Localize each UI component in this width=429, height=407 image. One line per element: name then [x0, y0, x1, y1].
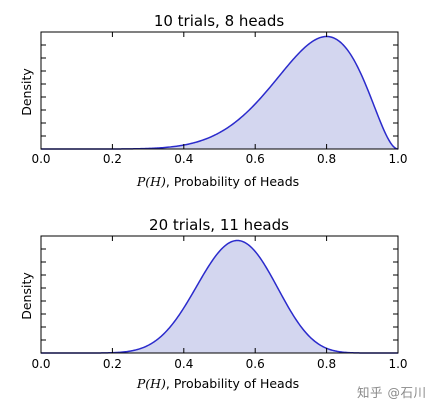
chart-title: 20 trials, 11 heads: [149, 216, 289, 234]
x-tick-labels: 0.0 0.2 0.4 0.6 0.8 1.0: [31, 357, 407, 371]
x-tick-label: 0.6: [246, 152, 265, 166]
x-tick-label: 0.4: [174, 357, 193, 371]
density-fill-area: [41, 36, 398, 149]
x-axis-label-text: , Probability of Heads: [166, 376, 299, 391]
plot-frame: [40, 235, 399, 354]
x-tick-label: 0.2: [103, 152, 122, 166]
plot-frame: [40, 31, 399, 150]
x-axis-label-math: P(H): [136, 174, 166, 189]
watermark: 知乎 @石川: [357, 385, 427, 400]
x-tick-label: 0.4: [174, 152, 193, 166]
top-chart: 10 trials, 8 heads 0.0 0.2 0.4 0.6 0.8 1.0 P(…: [19, 12, 408, 189]
x-tick-label: 0.2: [103, 357, 122, 371]
x-axis-label: P(H), Probability of Heads: [136, 174, 299, 189]
x-tick-label: 1.0: [388, 357, 407, 371]
x-axis-label: P(H), Probability of Heads: [136, 376, 299, 391]
y-axis-label: Density: [19, 272, 34, 320]
x-tick-label: 0.6: [246, 357, 265, 371]
x-tick-label: 0.0: [31, 152, 50, 166]
x-tick-labels: 0.0 0.2 0.4 0.6 0.8 1.0: [31, 152, 407, 166]
x-tick-label: 1.0: [388, 152, 407, 166]
x-axis-label-math: P(H): [136, 376, 166, 391]
density-fill-area: [41, 240, 398, 353]
x-tick-label: 0.8: [317, 357, 336, 371]
x-tick-label: 0.0: [31, 357, 50, 371]
tick-marks: [40, 236, 399, 353]
x-tick-label: 0.8: [317, 152, 336, 166]
x-axis-label-text: , Probability of Heads: [166, 174, 299, 189]
bottom-chart: 20 trials, 11 heads 0.0 0.2 0.4 0.6 0.8 1.0 P…: [19, 216, 408, 391]
tick-marks: [40, 32, 399, 149]
chart-title: 10 trials, 8 heads: [154, 12, 285, 30]
y-axis-label: Density: [19, 68, 34, 116]
